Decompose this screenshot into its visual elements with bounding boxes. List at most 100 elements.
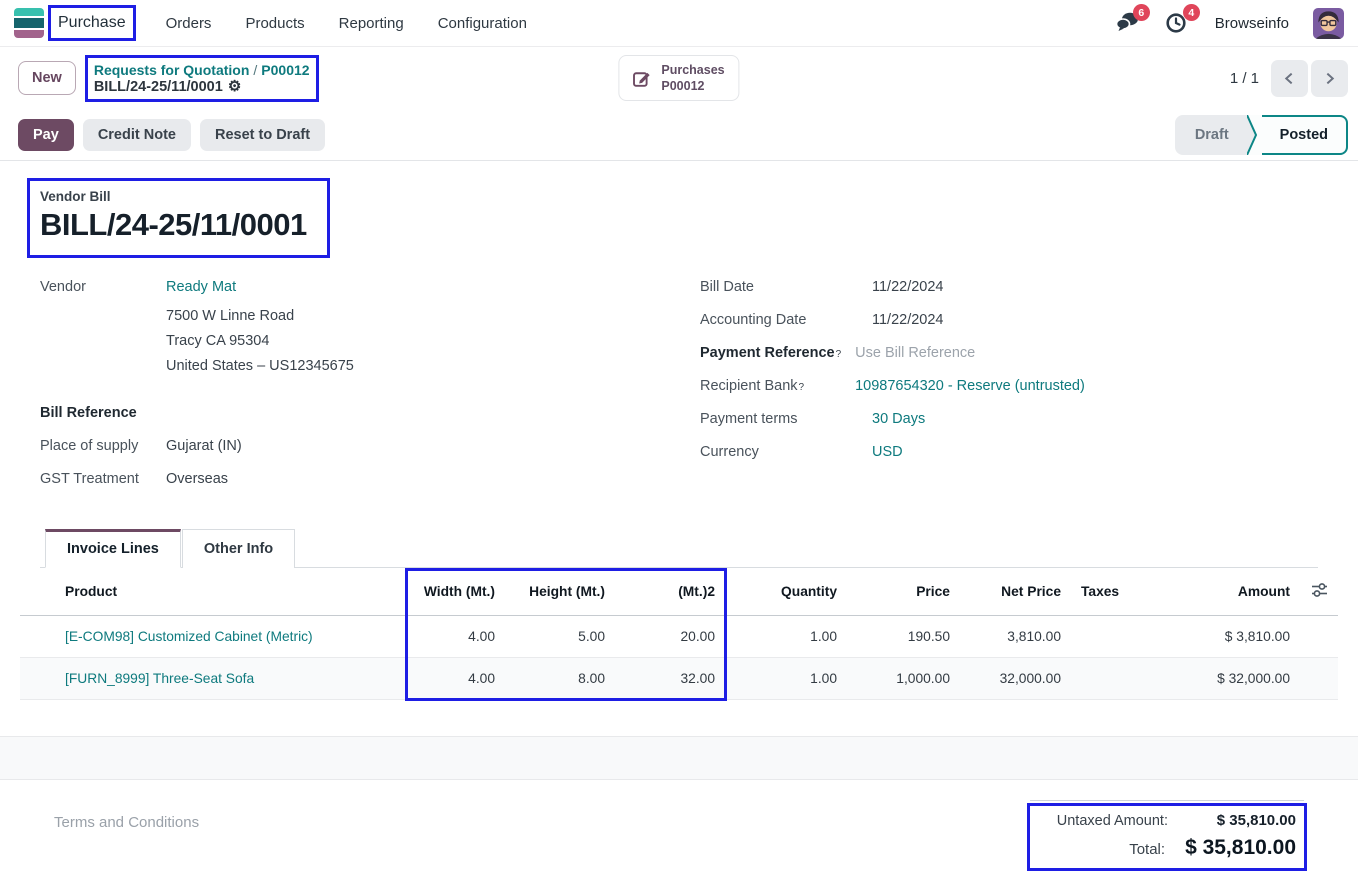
vendor-address-line: Tracy CA 95304 bbox=[166, 329, 354, 354]
cell-net-price[interactable]: 3,810.00 bbox=[962, 615, 1073, 657]
col-amount: Amount bbox=[1140, 568, 1302, 615]
terms-and-conditions-field[interactable]: Terms and Conditions bbox=[54, 800, 199, 831]
table-row[interactable]: [E-COM98] Customized Cabinet (Metric) 4.… bbox=[20, 615, 1338, 657]
tab-invoice-lines[interactable]: Invoice Lines bbox=[45, 529, 181, 568]
activities-icon[interactable]: 4 bbox=[1165, 11, 1191, 35]
edit-document-icon bbox=[631, 68, 652, 89]
cell-amount: $ 32,000.00 bbox=[1140, 657, 1302, 699]
cell-quantity[interactable]: 1.00 bbox=[727, 657, 849, 699]
payment-reference-field[interactable]: Use Bill Reference bbox=[855, 345, 975, 361]
invoice-lines-table: Product Width (Mt.) Height (Mt.) (Mt.)2 … bbox=[20, 568, 1338, 700]
pager-previous-button[interactable] bbox=[1271, 60, 1308, 97]
pay-button[interactable]: Pay bbox=[18, 119, 74, 151]
notebook-tabs: Invoice Lines Other Info bbox=[40, 528, 1318, 568]
cell-height[interactable]: 5.00 bbox=[507, 615, 617, 657]
untaxed-amount-label: Untaxed Amount: bbox=[1057, 813, 1168, 829]
vendor-address-line: United States – US12345675 bbox=[166, 354, 354, 379]
actions-gear-icon[interactable]: ⚙ bbox=[228, 79, 241, 94]
optional-columns-icon[interactable] bbox=[1311, 582, 1328, 598]
recipient-bank-label: Recipient Bank bbox=[700, 378, 798, 394]
messages-badge: 6 bbox=[1133, 4, 1150, 21]
gst-treatment-field[interactable]: Overseas bbox=[166, 471, 228, 487]
form-statusbar: Pay Credit Note Reset to Draft Draft Pos… bbox=[0, 109, 1358, 161]
cell-height[interactable]: 8.00 bbox=[507, 657, 617, 699]
menu-reporting[interactable]: Reporting bbox=[339, 15, 404, 32]
breadcrumb-separator: / bbox=[249, 62, 261, 78]
avatar[interactable] bbox=[1313, 8, 1344, 39]
breadcrumb-p00012[interactable]: P00012 bbox=[261, 62, 309, 78]
cell-price[interactable]: 1,000.00 bbox=[849, 657, 962, 699]
col-product: Product bbox=[20, 568, 405, 615]
breadcrumb-requests-for-quotation[interactable]: Requests for Quotation bbox=[94, 62, 250, 78]
tab-other-info[interactable]: Other Info bbox=[182, 529, 295, 568]
table-row[interactable]: [FURN_8999] Three-Seat Sofa 4.00 8.00 32… bbox=[20, 657, 1338, 699]
recipient-bank-field[interactable]: 10987654320 - Reserve (untrusted) bbox=[855, 378, 1085, 394]
payment-terms-field[interactable]: 30 Days bbox=[872, 411, 925, 427]
credit-note-button[interactable]: Credit Note bbox=[83, 119, 191, 151]
totals-box: Untaxed Amount: $ 35,810.00 Total: $ 35,… bbox=[1030, 806, 1304, 868]
user-menu[interactable]: Browseinfo bbox=[1215, 15, 1289, 32]
status-arrow-icon bbox=[1247, 115, 1262, 155]
col-area: (Mt.)2 bbox=[617, 568, 727, 615]
help-icon: ? bbox=[836, 349, 842, 360]
bill-date-field[interactable]: 11/22/2024 bbox=[872, 279, 944, 295]
messages-icon[interactable]: 6 bbox=[1115, 11, 1141, 35]
purchases-smart-button[interactable]: Purchases P00012 bbox=[618, 55, 739, 102]
document-type-label: Vendor Bill bbox=[40, 189, 307, 204]
cell-width[interactable]: 4.00 bbox=[405, 615, 507, 657]
cell-area[interactable]: 20.00 bbox=[617, 615, 727, 657]
payment-reference-label: Payment Reference bbox=[700, 345, 835, 361]
odoo-app-logo[interactable] bbox=[14, 8, 44, 38]
avatar-image bbox=[1313, 8, 1344, 39]
document-number: BILL/24-25/11/0001 bbox=[40, 207, 307, 243]
place-of-supply-field[interactable]: Gujarat (IN) bbox=[166, 438, 242, 454]
reset-to-draft-button[interactable]: Reset to Draft bbox=[200, 119, 325, 151]
currency-field[interactable]: USD bbox=[872, 444, 903, 460]
menu-products[interactable]: Products bbox=[245, 15, 304, 32]
new-button[interactable]: New bbox=[18, 61, 76, 95]
breadcrumb-current-record: BILL/24-25/11/0001 bbox=[94, 79, 223, 95]
document-title-block: Vendor Bill BILL/24-25/11/0001 bbox=[30, 181, 327, 255]
activities-badge: 4 bbox=[1183, 4, 1200, 21]
cell-width[interactable]: 4.00 bbox=[405, 657, 507, 699]
form-sheet: Vendor Bill BILL/24-25/11/0001 Vendor Re… bbox=[0, 161, 1358, 893]
vendor-label: Vendor bbox=[40, 279, 166, 295]
payment-terms-label: Payment terms bbox=[700, 411, 872, 427]
cell-taxes[interactable] bbox=[1073, 615, 1140, 657]
product-link[interactable]: [E-COM98] Customized Cabinet (Metric) bbox=[65, 629, 313, 644]
col-quantity: Quantity bbox=[727, 568, 849, 615]
total-label: Total: bbox=[1129, 841, 1165, 858]
cell-net-price[interactable]: 32,000.00 bbox=[962, 657, 1073, 699]
product-link[interactable]: [FURN_8999] Three-Seat Sofa bbox=[65, 671, 254, 686]
col-net-price: Net Price bbox=[962, 568, 1073, 615]
menu-configuration[interactable]: Configuration bbox=[438, 15, 527, 32]
total-value: $ 35,810.00 bbox=[1185, 836, 1296, 860]
table-header-row: Product Width (Mt.) Height (Mt.) (Mt.)2 … bbox=[20, 568, 1338, 615]
accounting-date-field[interactable]: 11/22/2024 bbox=[872, 312, 944, 328]
col-height: Height (Mt.) bbox=[507, 568, 617, 615]
col-price: Price bbox=[849, 568, 962, 615]
cell-price[interactable]: 190.50 bbox=[849, 615, 962, 657]
help-icon: ? bbox=[799, 382, 805, 393]
section-divider-band bbox=[0, 736, 1358, 780]
cell-area[interactable]: 32.00 bbox=[617, 657, 727, 699]
currency-label: Currency bbox=[700, 444, 872, 460]
bill-date-label: Bill Date bbox=[700, 279, 872, 295]
cell-quantity[interactable]: 1.00 bbox=[727, 615, 849, 657]
control-panel: New Requests for Quotation/P00012 BILL/2… bbox=[0, 47, 1358, 109]
chevron-left-icon bbox=[1283, 72, 1296, 85]
menu-orders[interactable]: Orders bbox=[166, 15, 212, 32]
cell-amount: $ 3,810.00 bbox=[1140, 615, 1302, 657]
cell-taxes[interactable] bbox=[1073, 657, 1140, 699]
vendor-value[interactable]: Ready Mat bbox=[166, 279, 236, 295]
accounting-date-label: Accounting Date bbox=[700, 312, 872, 328]
status-draft[interactable]: Draft bbox=[1175, 115, 1247, 155]
app-menu-purchase[interactable]: Purchase bbox=[56, 13, 128, 33]
place-of-supply-label: Place of supply bbox=[40, 438, 166, 454]
totals-section: Untaxed Amount: $ 35,810.00 Total: $ 35,… bbox=[1030, 800, 1304, 868]
pager-next-button[interactable] bbox=[1311, 60, 1348, 97]
status-posted[interactable]: Posted bbox=[1262, 115, 1348, 155]
bill-reference-label: Bill Reference bbox=[40, 405, 166, 421]
smart-button-label: Purchases bbox=[661, 63, 724, 77]
main-menu: Orders Products Reporting Configuration bbox=[166, 15, 527, 32]
